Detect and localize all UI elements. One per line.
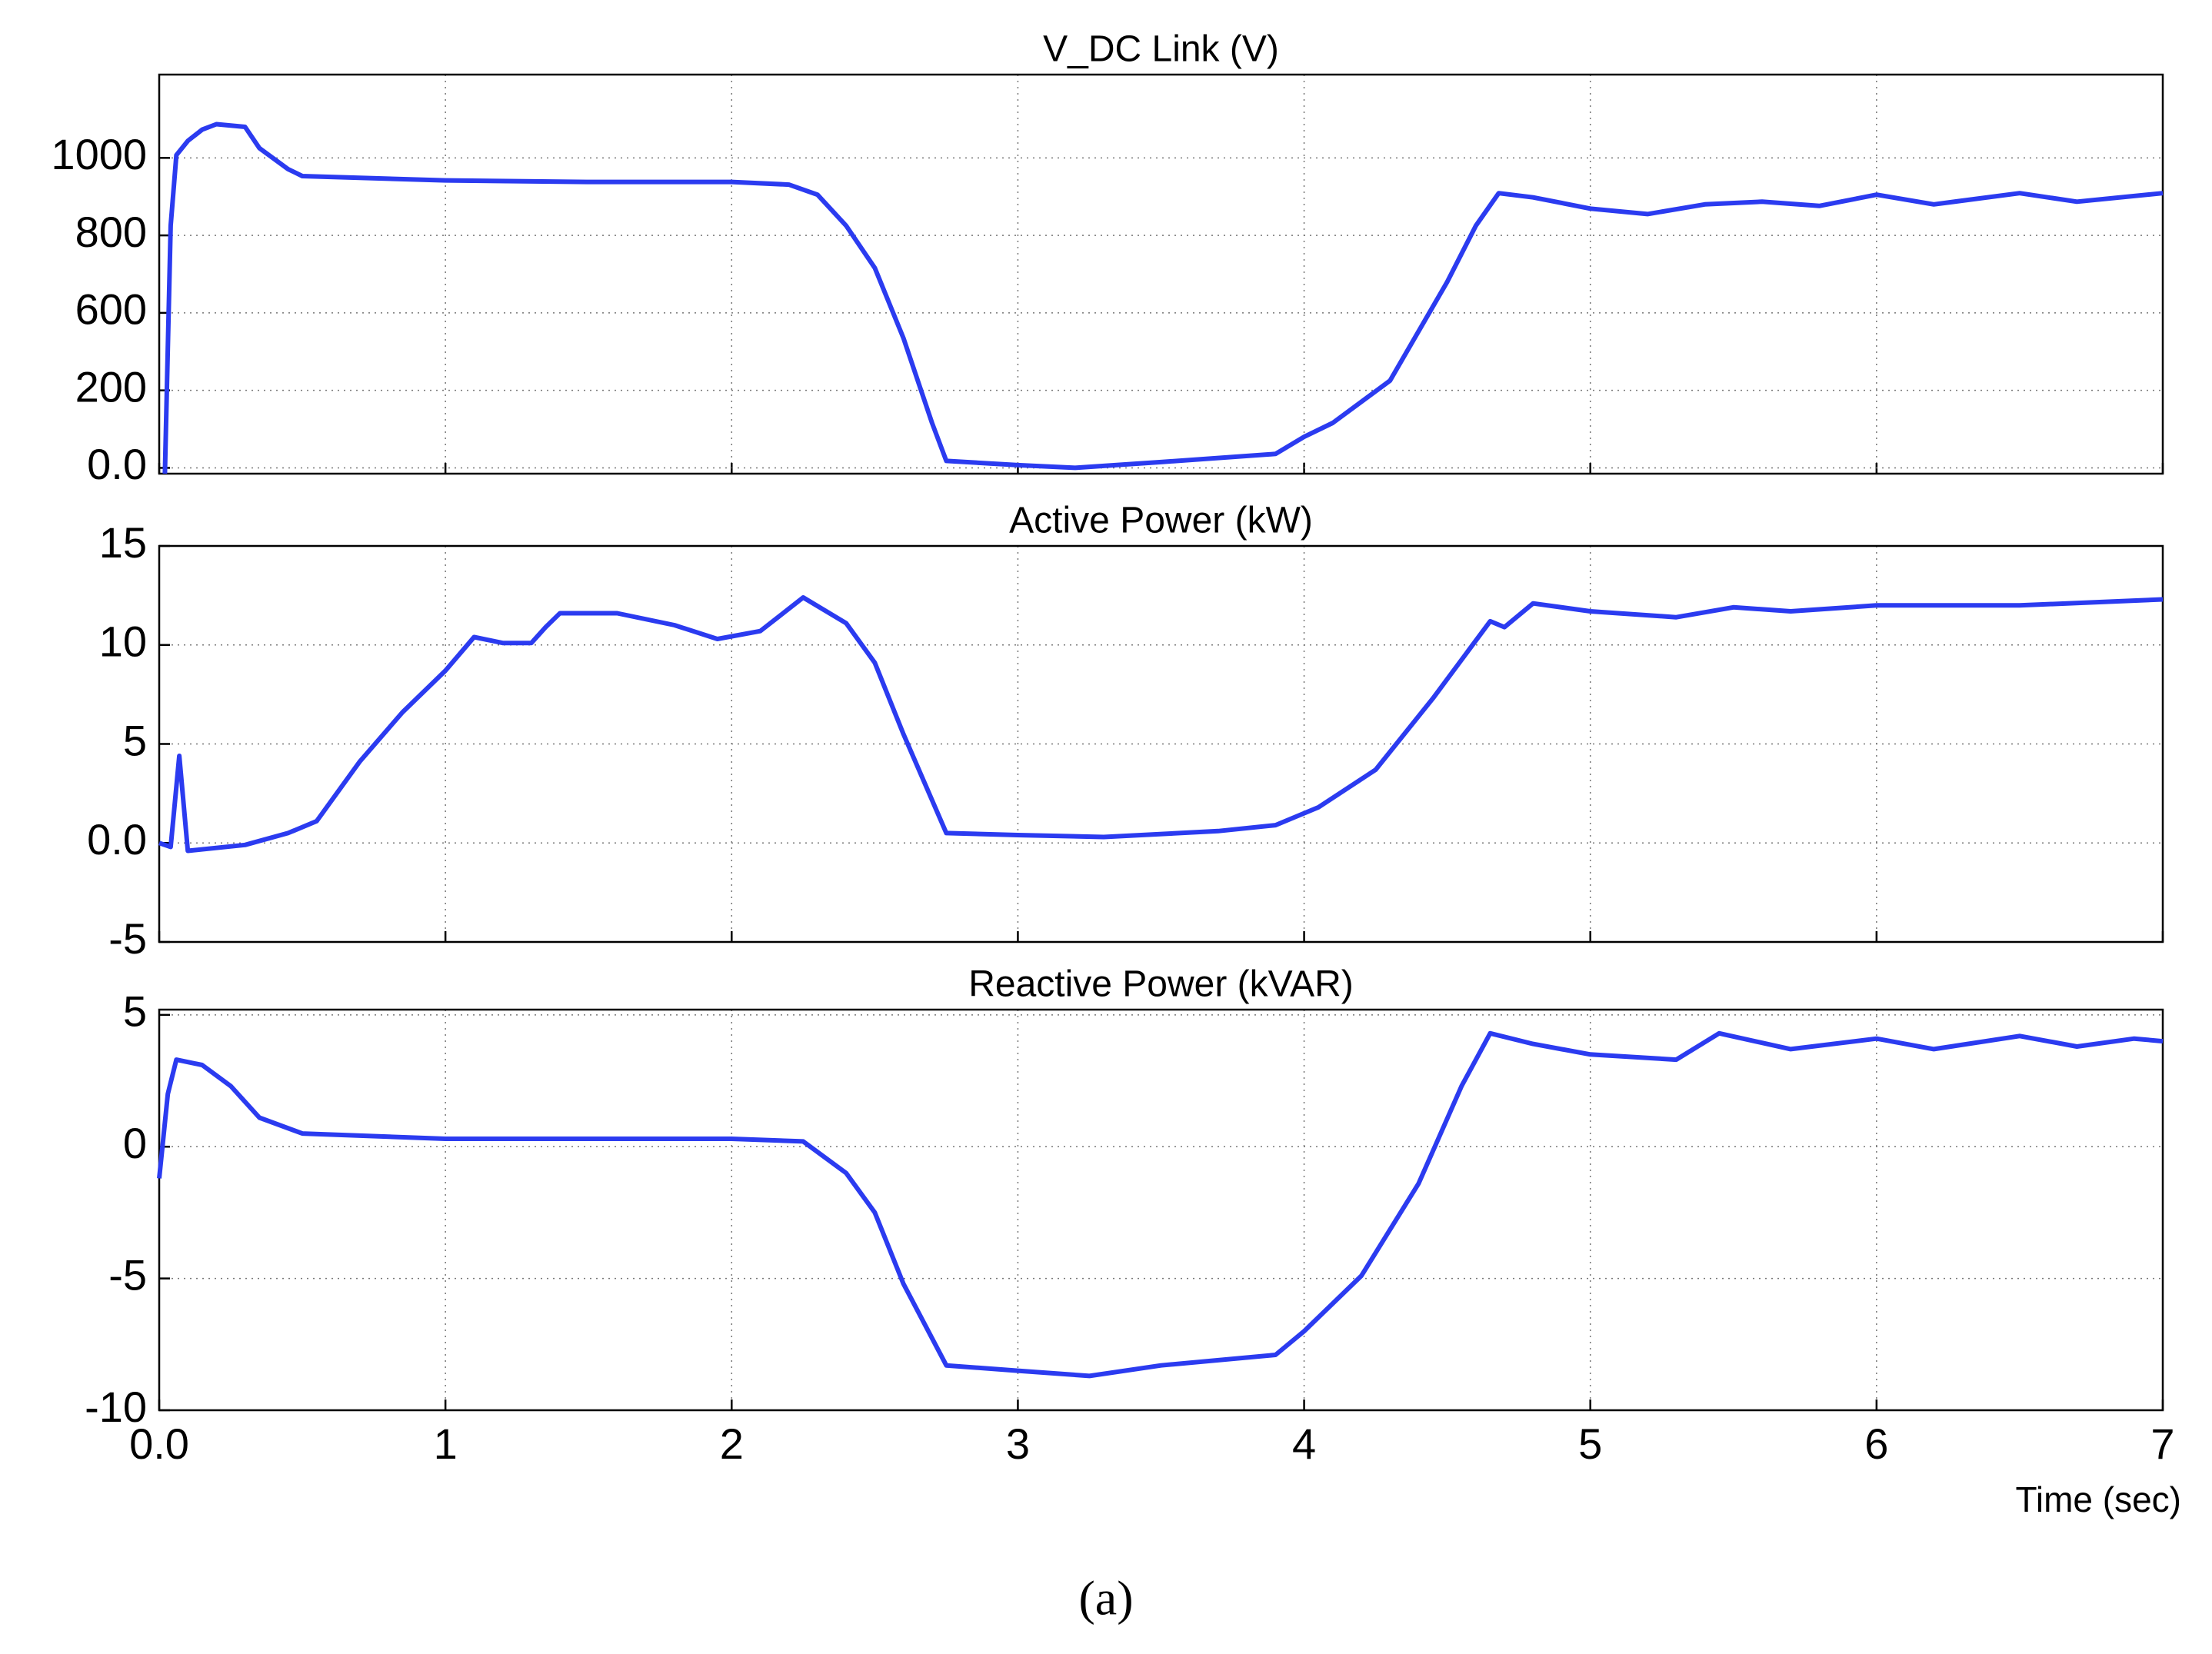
x-tick-label: 2 <box>720 1419 744 1468</box>
data-line <box>162 121 2164 474</box>
x-tick-label: 3 <box>1006 1419 1030 1468</box>
y-tick-label: 200 <box>75 362 147 411</box>
y-tick-label: 0.0 <box>87 440 147 488</box>
y-tick-label: -5 <box>108 1250 147 1299</box>
chart-title: Reactive Power (kVAR) <box>968 964 1354 1005</box>
chart-title: Active Power (kW) <box>1009 501 1313 541</box>
y-tick-label: 15 <box>99 518 147 567</box>
y-tick-label: 5 <box>123 987 147 1036</box>
x-tick-label: 1 <box>434 1419 458 1468</box>
y-tick-label: 800 <box>75 208 147 256</box>
y-tick-label: 10 <box>99 617 147 666</box>
x-tick-label: 6 <box>1864 1419 1888 1468</box>
data-line <box>157 1030 2164 1379</box>
y-tick-label: -5 <box>108 914 147 963</box>
caption: (a) <box>1078 1571 1133 1626</box>
y-tick-label: 0.0 <box>87 815 147 864</box>
plot-frame <box>158 1008 2164 1412</box>
x-axis-label: Time (sec) <box>2015 1479 2181 1519</box>
plot-frame <box>158 544 2164 943</box>
y-tick-label: 1000 <box>51 130 147 178</box>
x-tick-label: 7 <box>2150 1419 2174 1468</box>
y-tick-label: 5 <box>123 716 147 764</box>
plot-frame <box>158 73 2164 475</box>
y-tick-label: 600 <box>75 285 147 334</box>
x-tick-label: 0.0 <box>129 1419 189 1468</box>
data-line <box>158 595 2164 854</box>
y-tick-label: -10 <box>85 1383 147 1431</box>
chart-title: V_DC Link (V) <box>1043 29 1279 70</box>
y-tick-label: 0 <box>123 1119 147 1167</box>
x-tick-label: 5 <box>1578 1419 1602 1468</box>
x-tick-label: 4 <box>1292 1419 1316 1468</box>
